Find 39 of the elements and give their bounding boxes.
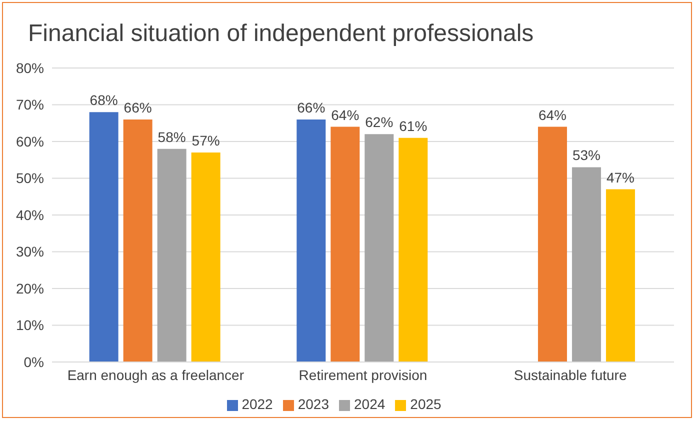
data-label: 68%	[90, 92, 118, 108]
bar	[123, 119, 152, 362]
y-tick-label: 40%	[16, 206, 44, 223]
bar	[157, 148, 186, 362]
bar	[572, 167, 601, 362]
y-tick-label: 50%	[16, 170, 44, 186]
y-tick-label: 70%	[16, 96, 44, 113]
legend-label: 2022	[242, 396, 273, 412]
legend-label: 2024	[354, 396, 386, 412]
bar	[191, 152, 220, 362]
data-label: 62%	[365, 114, 394, 130]
data-label: 61%	[399, 118, 428, 134]
y-tick-label: 10%	[16, 317, 44, 334]
bar	[89, 112, 118, 362]
y-tick-label: 0%	[24, 354, 44, 370]
chart-title: Financial situation of independent professionals	[28, 20, 534, 48]
x-tick-label: Earn enough as a freelancer	[67, 366, 244, 383]
data-label: 66%	[124, 99, 152, 116]
bar	[538, 126, 567, 362]
bar	[364, 134, 394, 362]
y-tick-label: 60%	[16, 133, 44, 150]
legend-label: 2023	[298, 396, 329, 412]
legend-label: 2025	[410, 396, 442, 412]
bar	[330, 126, 360, 362]
data-label: 64%	[331, 106, 360, 123]
y-tick-label: 30%	[16, 244, 44, 260]
bar	[398, 138, 428, 362]
data-label: 58%	[158, 128, 186, 145]
y-tick-label: 20%	[16, 280, 44, 296]
x-tick-label: Sustainable future	[514, 366, 627, 383]
bar	[606, 189, 635, 362]
bar	[296, 119, 326, 362]
x-tick-label: Retirement provision	[298, 366, 428, 383]
data-label: 53%	[572, 147, 600, 164]
data-label: 47%	[606, 169, 634, 186]
data-label: 64%	[538, 106, 566, 123]
data-label: 57%	[192, 132, 220, 149]
y-tick-label: 80%	[16, 60, 44, 76]
data-label: 66%	[297, 99, 326, 116]
